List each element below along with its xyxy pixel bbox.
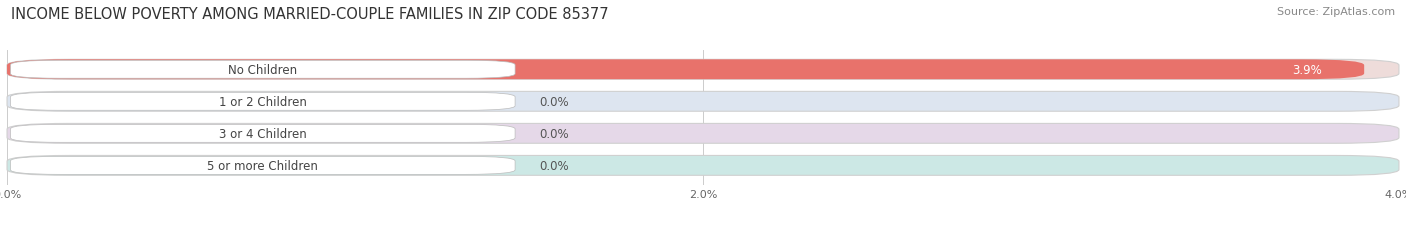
FancyBboxPatch shape: [10, 157, 515, 175]
Text: 3 or 4 Children: 3 or 4 Children: [219, 127, 307, 140]
Text: INCOME BELOW POVERTY AMONG MARRIED-COUPLE FAMILIES IN ZIP CODE 85377: INCOME BELOW POVERTY AMONG MARRIED-COUPL…: [11, 7, 609, 22]
Text: Source: ZipAtlas.com: Source: ZipAtlas.com: [1277, 7, 1395, 17]
FancyBboxPatch shape: [7, 60, 1364, 80]
FancyBboxPatch shape: [7, 156, 1399, 176]
Text: No Children: No Children: [228, 64, 297, 76]
Text: 5 or more Children: 5 or more Children: [207, 159, 318, 172]
FancyBboxPatch shape: [7, 92, 1399, 112]
Text: 0.0%: 0.0%: [540, 127, 569, 140]
FancyBboxPatch shape: [10, 93, 515, 111]
Text: 3.9%: 3.9%: [1292, 64, 1323, 76]
Text: 0.0%: 0.0%: [540, 159, 569, 172]
FancyBboxPatch shape: [10, 61, 515, 79]
Text: 1 or 2 Children: 1 or 2 Children: [219, 95, 307, 108]
FancyBboxPatch shape: [7, 60, 1399, 80]
FancyBboxPatch shape: [7, 124, 1399, 144]
Text: 0.0%: 0.0%: [540, 95, 569, 108]
FancyBboxPatch shape: [10, 125, 515, 143]
